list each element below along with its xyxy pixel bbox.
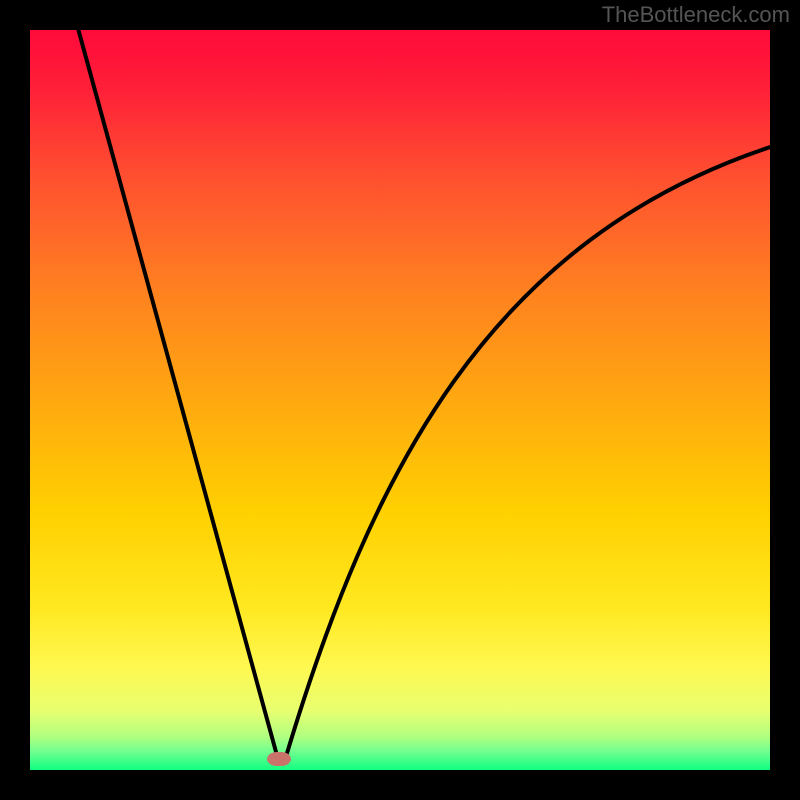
minimum-marker	[267, 752, 291, 766]
curve-svg	[30, 30, 770, 770]
plot-area	[30, 30, 770, 770]
bottleneck-curve-path	[74, 30, 770, 760]
watermark-text: TheBottleneck.com	[602, 2, 790, 28]
chart-container: TheBottleneck.com	[0, 0, 800, 800]
